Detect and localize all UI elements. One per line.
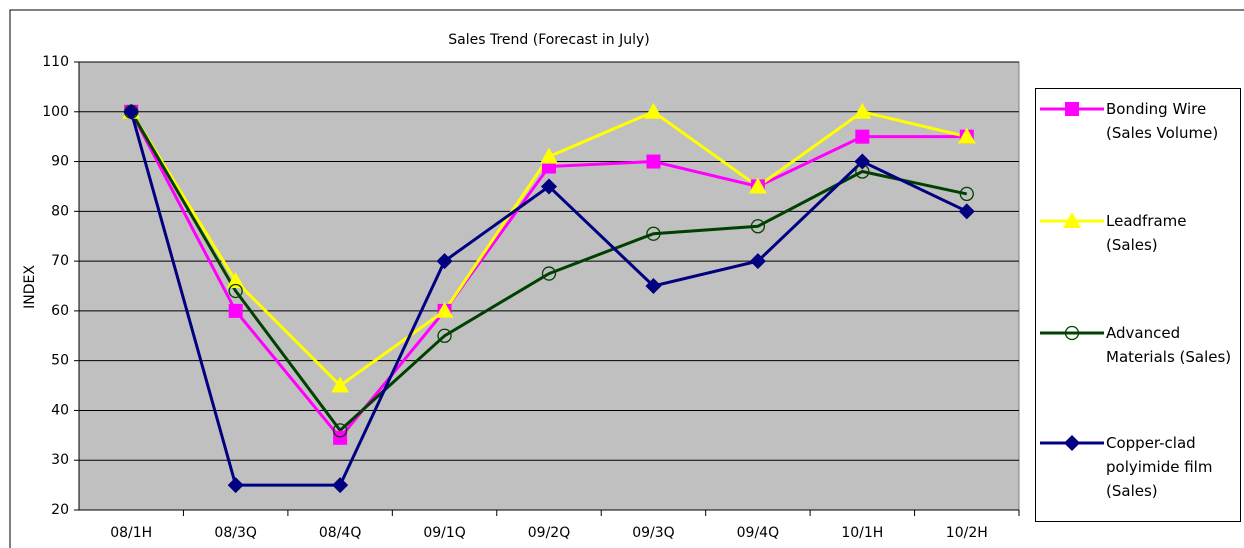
data-point	[541, 266, 557, 281]
data-point	[644, 102, 663, 119]
chart-frame	[9, 9, 1244, 548]
data-point	[332, 477, 349, 494]
y-tick-label: 50	[51, 353, 69, 369]
legend-label: Advanced Materials (Sales)	[1106, 324, 1232, 366]
y-tick-label: 40	[51, 402, 69, 418]
legend: Bonding Wire (Sales Volume) Leadframe (Sa…	[1035, 88, 1241, 522]
y-tick-label: 90	[51, 154, 69, 170]
data-point	[228, 303, 243, 318]
data-point	[123, 103, 140, 120]
data-point	[227, 477, 244, 494]
legend-swatch	[1040, 435, 1104, 451]
data-point	[855, 129, 870, 144]
legend-swatch	[1040, 325, 1104, 341]
legend-label: Bonding Wire (Sales Volume)	[1106, 100, 1219, 142]
data-point	[333, 430, 348, 445]
x-tick-label: 09/4Q	[737, 525, 779, 541]
legend-swatch	[1040, 102, 1104, 116]
data-point	[645, 278, 662, 294]
y-tick-label: 20	[51, 502, 69, 518]
data-point	[541, 178, 557, 195]
data-point	[646, 226, 661, 241]
plot-area	[78, 61, 1020, 511]
data-point	[331, 376, 350, 393]
data-point	[750, 219, 766, 234]
data-point	[748, 177, 767, 194]
y-axis-label: INDEX	[22, 265, 38, 309]
data-point	[226, 272, 245, 289]
data-point	[958, 203, 975, 220]
data-point	[853, 102, 872, 119]
data-point	[854, 153, 871, 170]
x-tick-label: 09/1Q	[423, 525, 465, 541]
data-point	[228, 283, 243, 299]
data-point	[437, 328, 452, 343]
legend-swatch	[1040, 212, 1104, 228]
y-tick-label: 30	[51, 452, 69, 468]
x-tick-label: 10/1H	[841, 525, 883, 541]
x-tick-label: 08/1H	[110, 525, 152, 541]
legend-label: Leadframe (Sales)	[1106, 212, 1187, 254]
series-line	[129, 111, 968, 433]
data-point	[646, 154, 661, 169]
x-tick-label: 08/4Q	[319, 525, 361, 541]
data-point	[959, 186, 974, 202]
legend-label: Copper-clad polyimide film (Sales)	[1106, 434, 1213, 500]
y-tick-label: 80	[51, 203, 69, 219]
x-tick-label: 09/2Q	[528, 525, 570, 541]
legend-marker	[1064, 325, 1080, 341]
data-point	[749, 253, 766, 270]
y-tick-label: 110	[42, 54, 69, 70]
x-tick-label: 08/3Q	[214, 525, 256, 541]
data-point	[435, 301, 454, 318]
y-tick-label: 100	[42, 104, 69, 120]
data-point	[436, 253, 453, 270]
legend-marker	[1063, 212, 1081, 228]
chart-title: Sales Trend (Forecast in July)	[448, 32, 649, 48]
data-point	[332, 423, 348, 438]
x-tick-label: 10/2H	[946, 525, 988, 541]
x-tick-label: 09/3Q	[632, 525, 674, 541]
data-point	[540, 147, 558, 164]
y-tick-label: 70	[51, 253, 69, 269]
legend-marker	[1065, 102, 1079, 116]
y-tick-label: 60	[51, 303, 69, 319]
data-point	[957, 127, 976, 144]
legend-marker	[1064, 435, 1080, 451]
